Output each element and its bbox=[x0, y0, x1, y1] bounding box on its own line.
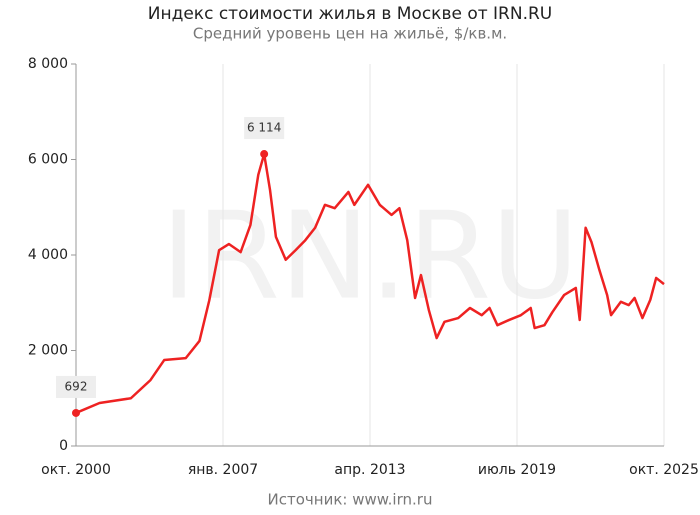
y-tick-label: 6 000 bbox=[28, 152, 68, 168]
y-tick-label: 2 000 bbox=[28, 343, 68, 359]
data-label: 692 bbox=[65, 379, 88, 393]
line bbox=[75, 152, 665, 415]
label-box bbox=[56, 375, 96, 398]
x-tick-label: окт. 2000 bbox=[41, 462, 111, 478]
y-tick-label: 8 000 bbox=[28, 56, 68, 72]
point bbox=[72, 408, 80, 417]
x-tick-label: апр. 2013 bbox=[334, 462, 405, 478]
x-tick-label: янв. 2007 bbox=[188, 462, 258, 478]
y-tick-label: 4 000 bbox=[28, 247, 68, 263]
y-tick-label: 0 bbox=[59, 438, 68, 454]
label-box bbox=[244, 117, 285, 140]
point bbox=[260, 150, 269, 159]
source: Источник: www.irn.ru bbox=[268, 491, 433, 509]
chart-title: Индекс стоимости жилья в Москве от IRN.R… bbox=[148, 4, 552, 24]
data-label: 6 114 bbox=[247, 121, 281, 135]
chart-subtitle: Средний уровень цен на жильё, $/кв.м. bbox=[193, 25, 507, 43]
x-tick-label: окт. 2025 bbox=[629, 462, 699, 478]
x-tick-label: июль 2019 bbox=[478, 462, 556, 478]
